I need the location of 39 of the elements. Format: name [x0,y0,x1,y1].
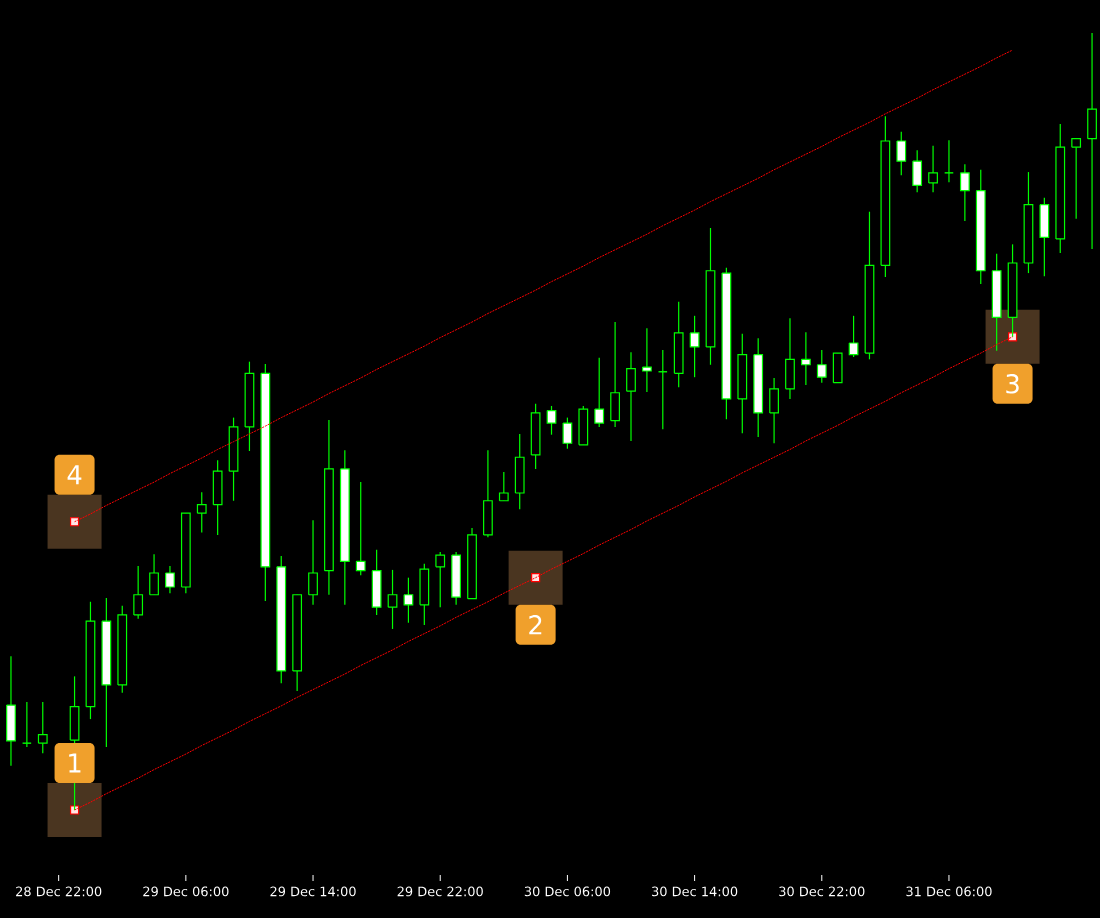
x-tick-label: 29 Dec 06:00 [143,886,229,897]
x-tick-label: 31 Dec 06:00 [906,886,992,897]
candlestick [562,417,573,450]
x-tick-label: 30 Dec 06:00 [524,886,611,897]
candlestick [800,331,811,386]
candlestick [626,351,636,442]
annotation: 4 [67,465,82,485]
x-tick-label: 29 Dec 14:00 [270,886,356,897]
annotation: 3 [1006,374,1019,394]
candlestick [642,327,652,393]
candlestick [943,139,954,183]
candlestick [149,553,159,596]
candlestick [816,349,827,384]
candlestick [689,315,700,378]
candlestick [37,701,48,754]
candlestick [196,491,207,534]
candlestick [928,145,938,193]
candlestick [896,131,907,176]
x-tick-label: 28 Dec 22:00 [16,886,102,897]
candlestick [546,405,557,436]
candlestick [308,519,318,606]
x-tick-label: 30 Dec 22:00 [779,886,865,897]
candlestick [1071,138,1082,220]
candlestick [21,701,32,748]
candlestick [387,569,398,630]
point [69,517,80,527]
annotation: 1 [69,753,81,773]
candlestick [498,471,509,502]
candlestick [594,357,605,428]
candlestick [355,481,366,576]
candlestick [848,315,859,358]
x-tick-label: 29 Dec 22:00 [397,886,483,897]
candlestick [403,577,414,624]
candlestick [133,565,144,620]
x-tick-label: 30 Dec 14:00 [652,886,738,897]
annotation: 2 [529,615,542,635]
candlestick [435,551,446,608]
candlestick [959,163,970,222]
candlestick [165,565,175,594]
